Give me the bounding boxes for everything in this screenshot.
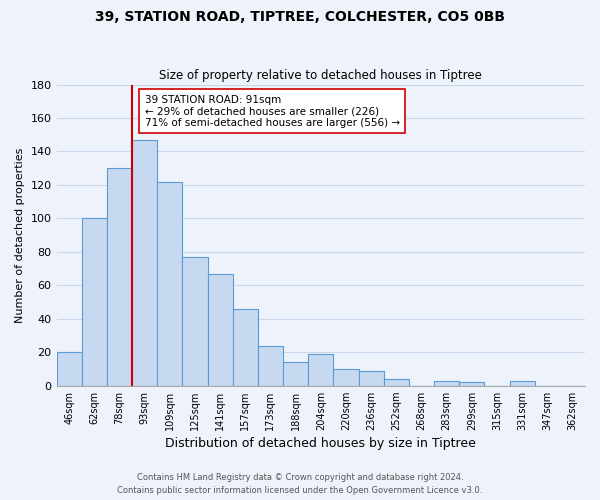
Text: Contains HM Land Registry data © Crown copyright and database right 2024.
Contai: Contains HM Land Registry data © Crown c… [118,473,482,495]
X-axis label: Distribution of detached houses by size in Tiptree: Distribution of detached houses by size … [166,437,476,450]
Bar [182,257,208,386]
Bar [132,140,157,386]
Bar [434,380,459,386]
Bar [308,354,334,386]
Bar [334,369,359,386]
Bar [383,379,409,386]
Bar [509,380,535,386]
Bar [208,274,233,386]
Title: Size of property relative to detached houses in Tiptree: Size of property relative to detached ho… [160,69,482,82]
Bar [157,182,182,386]
Bar [359,370,383,386]
Bar [459,382,484,386]
Text: 39 STATION ROAD: 91sqm
← 29% of detached houses are smaller (226)
71% of semi-de: 39 STATION ROAD: 91sqm ← 29% of detached… [145,94,400,128]
Bar [258,346,283,386]
Bar [233,308,258,386]
Bar [283,362,308,386]
Bar [82,218,107,386]
Bar [56,352,82,386]
Text: 39, STATION ROAD, TIPTREE, COLCHESTER, CO5 0BB: 39, STATION ROAD, TIPTREE, COLCHESTER, C… [95,10,505,24]
Y-axis label: Number of detached properties: Number of detached properties [15,148,25,323]
Bar [107,168,132,386]
